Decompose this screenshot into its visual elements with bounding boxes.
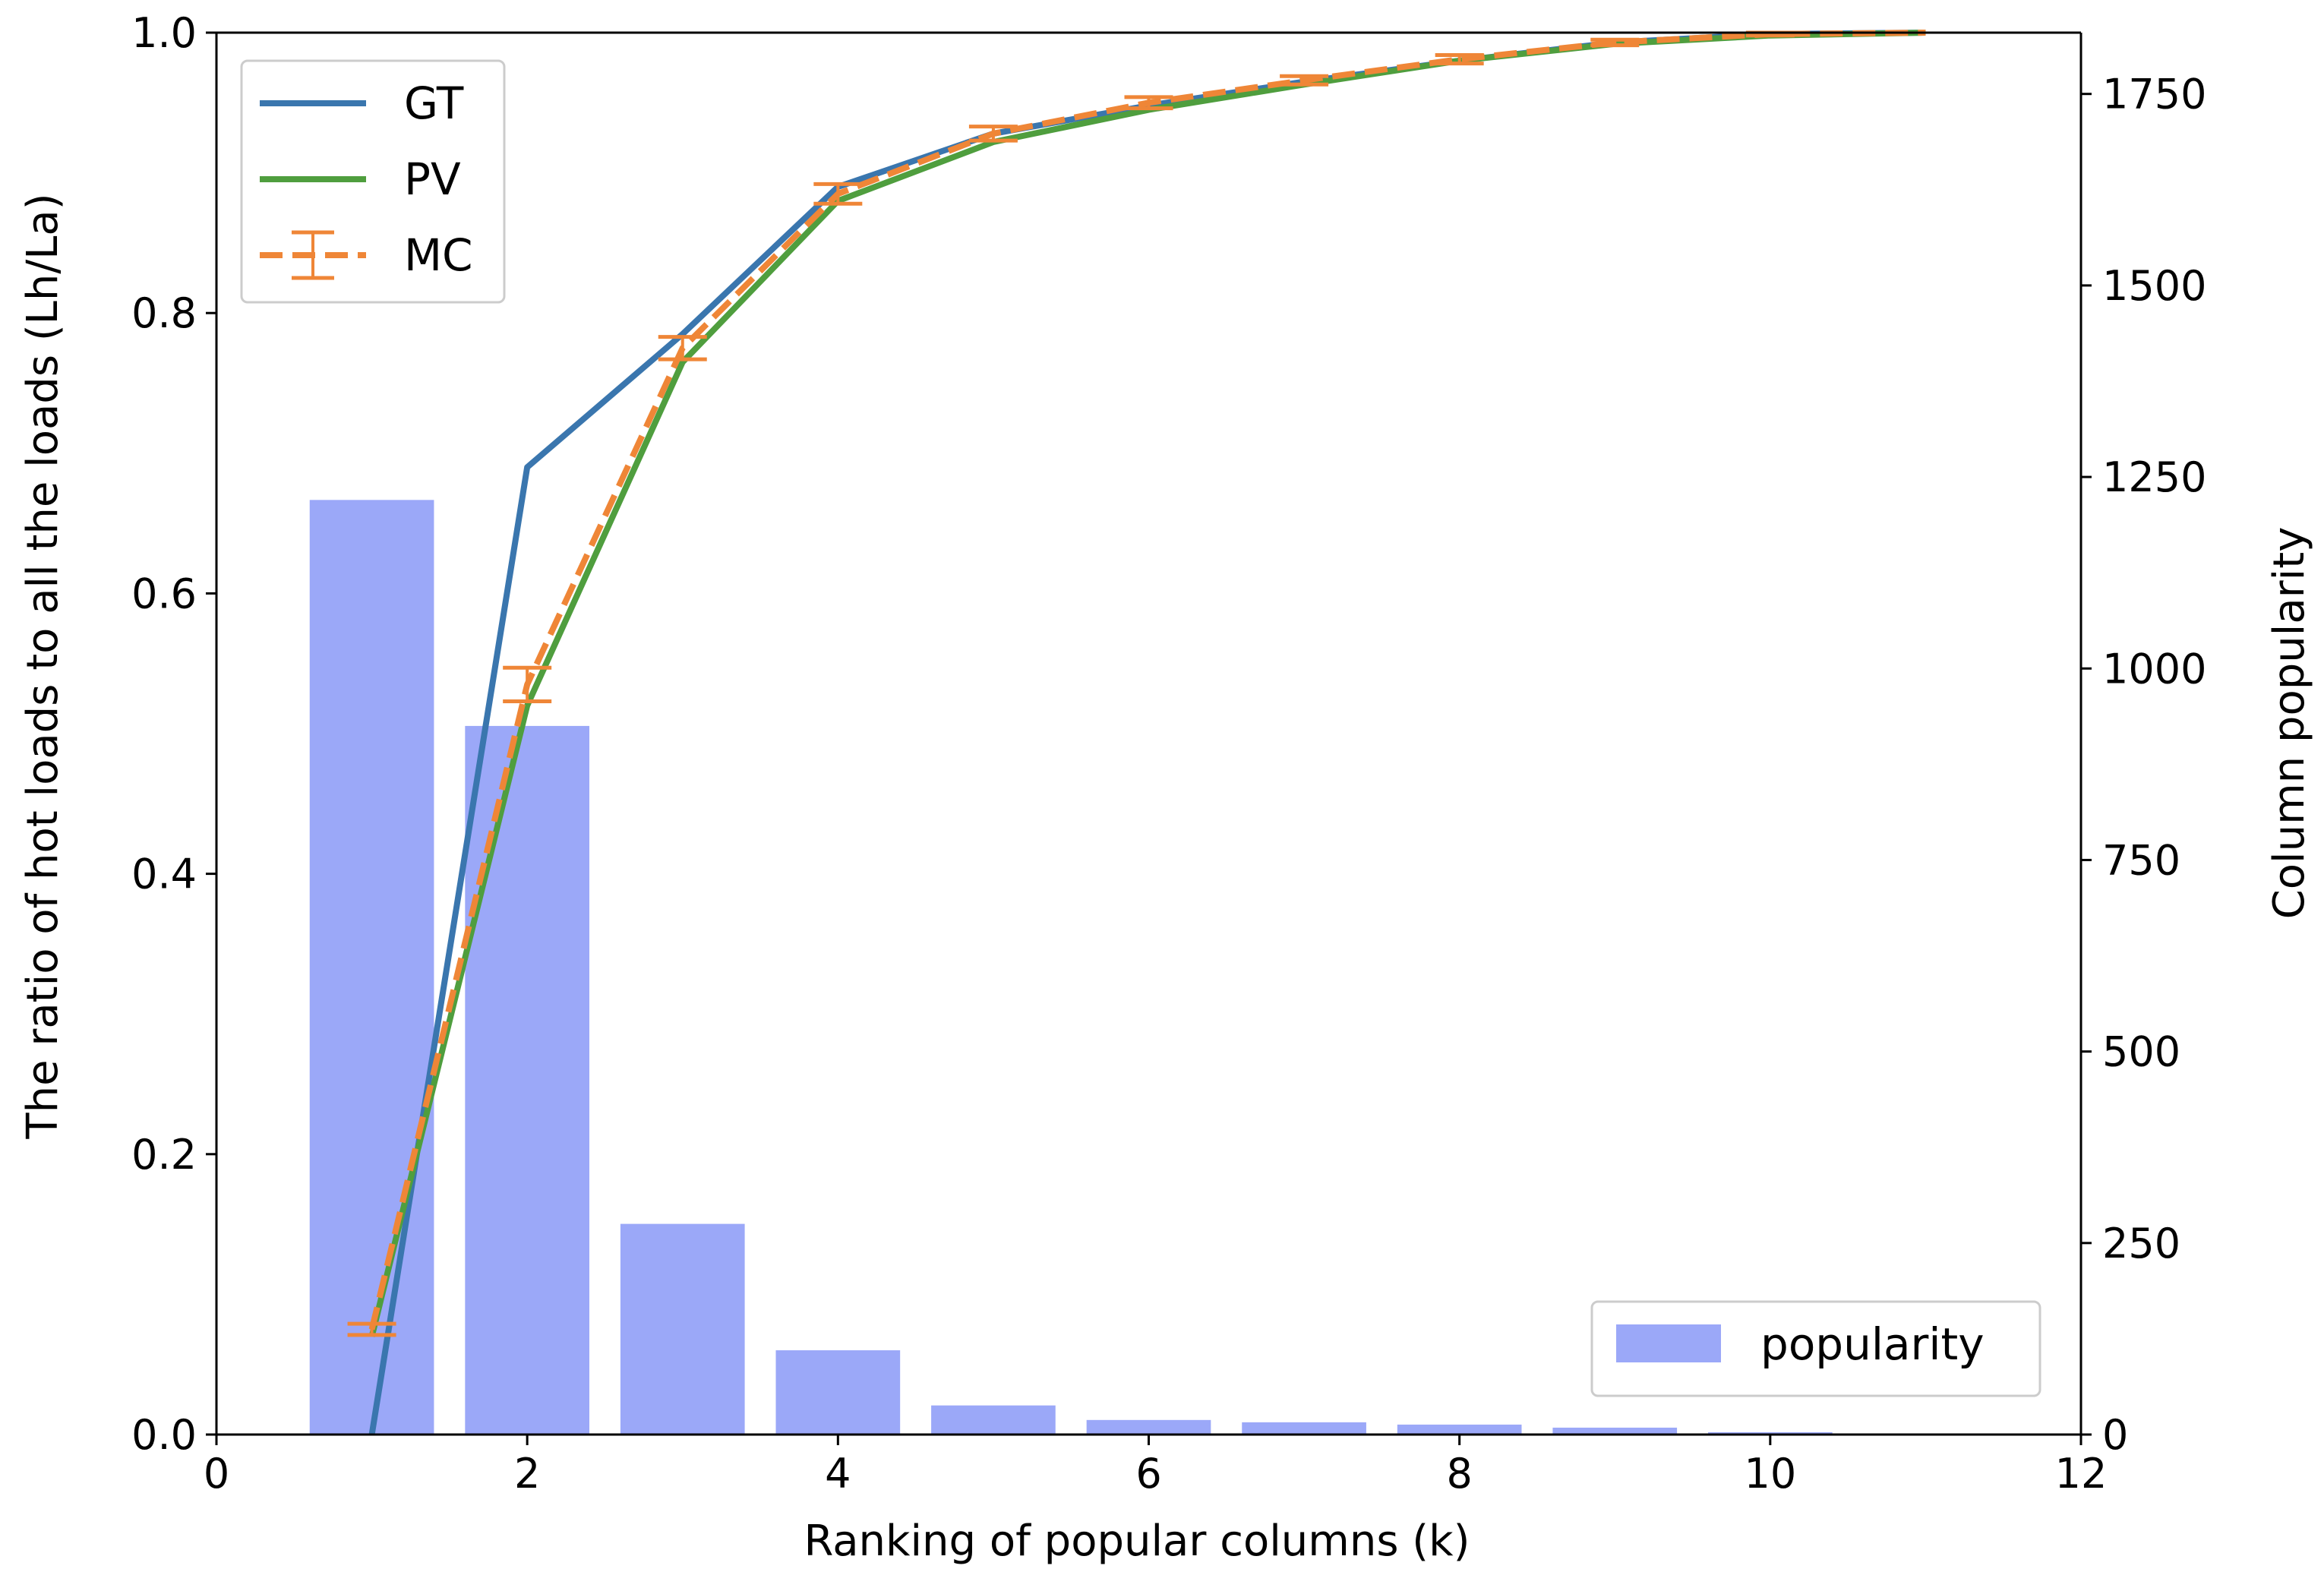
legend-lines-frame — [240, 59, 506, 304]
popularity-bar — [1086, 1419, 1211, 1435]
x-tick-label: 4 — [825, 1450, 851, 1498]
x-tick-label: 2 — [514, 1450, 540, 1498]
y-tick-label: 1.0 — [131, 9, 197, 57]
popularity-bar — [1397, 1424, 1522, 1435]
y2-tick-label: 250 — [2102, 1220, 2180, 1267]
y-tick-label: 0.6 — [131, 570, 197, 617]
popularity-bar — [465, 725, 589, 1435]
legend-popularity-label: popularity — [1760, 1318, 1985, 1370]
legend-lines: GT PV MC — [240, 59, 506, 304]
x-tick-label: 0 — [204, 1450, 229, 1498]
series-lines — [347, 30, 1926, 1435]
popularity-bar — [1708, 1432, 1833, 1435]
series-line-gt — [368, 30, 1926, 1435]
x-tick-label: 6 — [1135, 1450, 1161, 1498]
y-tick-label: 0.8 — [131, 289, 197, 337]
y2-tick-label: 750 — [2102, 836, 2180, 884]
y2-tick-label: 1500 — [2102, 262, 2206, 310]
series-line-mc — [368, 30, 1926, 1331]
y-tick-label: 0.2 — [131, 1131, 197, 1179]
popularity-bar — [309, 500, 434, 1435]
series-line-pv — [368, 30, 1926, 1337]
y-tick-label: 0.4 — [131, 851, 197, 898]
popularity-bar — [775, 1350, 901, 1435]
y2-tick-label: 1250 — [2102, 453, 2206, 501]
legend-mc-swatch — [260, 230, 366, 280]
legend-pv-label: PV — [404, 153, 461, 205]
x-tick-label: 10 — [1744, 1450, 1796, 1498]
popularity-bar — [1242, 1422, 1366, 1435]
popularity-bars — [309, 500, 1833, 1435]
legend-bars: popularity — [1590, 1300, 2041, 1397]
y2-tick-label: 0 — [2102, 1411, 2128, 1459]
ticks: 0 2 4 6 8 10 12 0.0 0.2 0.4 0.6 0.8 1.0 0 250 500 750 100… — [131, 9, 2206, 1498]
popularity-bar — [620, 1223, 745, 1435]
legend-popularity-swatch — [1616, 1324, 1721, 1362]
y2-tick-label: 500 — [2102, 1028, 2180, 1076]
x-tick-label: 8 — [1446, 1450, 1472, 1498]
legend-gt-label: GT — [404, 77, 464, 129]
popularity-bar — [1552, 1427, 1678, 1435]
x-axis-label: Ranking of popular columns (k) — [804, 1517, 1470, 1566]
y2-tick-label: 1750 — [2102, 71, 2206, 118]
y-axis-label: The ratio of hot loads to all the loads … — [18, 193, 68, 1139]
legend-mc-label: MC — [404, 229, 473, 281]
y2-tick-label: 1000 — [2102, 645, 2206, 693]
y2-axis-label: Column popularity — [2265, 527, 2314, 920]
popularity-bar — [931, 1405, 1056, 1435]
y-tick-label: 0.0 — [131, 1411, 197, 1459]
x-tick-label: 12 — [2055, 1450, 2108, 1498]
